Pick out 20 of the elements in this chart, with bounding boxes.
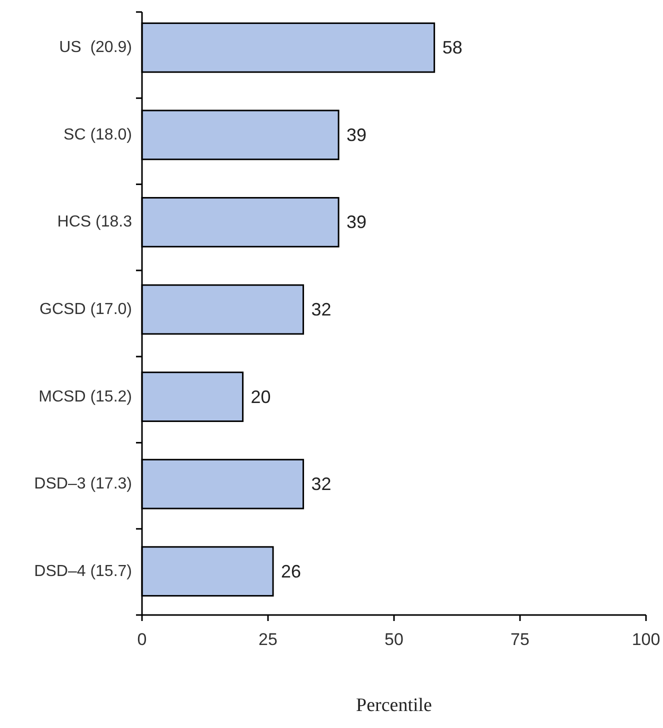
x-axis-title: Percentile	[356, 695, 432, 716]
y-tick-label: SC (18.0)	[64, 126, 132, 144]
x-tick-label: 50	[384, 630, 404, 649]
y-tick-label: US (20.9)	[59, 39, 132, 56]
data-label: 32	[311, 474, 332, 494]
data-label: 26	[281, 561, 302, 582]
y-tick-label: DSD–3 (17.3)	[34, 476, 132, 493]
y-tick-label: MCSD (15.2)	[38, 388, 132, 406]
x-tick-label: 25	[258, 630, 278, 649]
x-tick-label: 100	[632, 630, 660, 649]
data-label: 39	[346, 124, 367, 145]
data-label: 58	[442, 38, 462, 58]
y-tick-label: DSD–4 (15.7)	[34, 562, 132, 580]
x-tick-label: 0	[137, 630, 147, 649]
data-label: 20	[250, 386, 271, 407]
x-tick-label: 75	[510, 630, 530, 649]
data-label: 32	[311, 300, 332, 320]
y-tick-label: HCS (18.3	[57, 214, 132, 231]
data-label: 39	[346, 212, 367, 232]
y-tick-label: GCSD (17.0)	[40, 301, 132, 318]
